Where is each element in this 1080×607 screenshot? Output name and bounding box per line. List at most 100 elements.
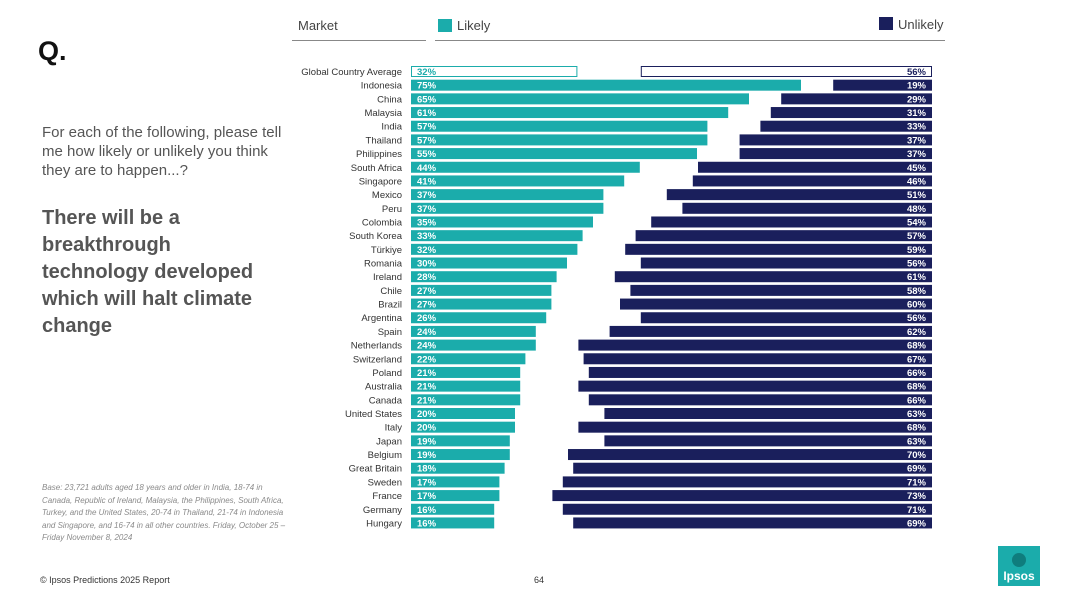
likely-bar [411, 408, 515, 419]
category-label: Australia [365, 382, 403, 393]
category-label: South Korea [349, 231, 403, 242]
likely-bar [411, 312, 547, 324]
unlikely-value-label: 63% [907, 436, 927, 447]
statement-title: There will be a breakthrough technology … [42, 207, 254, 337]
likely-value-label: 33% [417, 231, 437, 242]
unlikely-bar [651, 216, 932, 228]
category-label: United States [345, 409, 402, 420]
unlikely-bar [739, 148, 932, 160]
header-divider-market [292, 40, 426, 41]
category-label: Sweden [368, 477, 402, 488]
unlikely-value-label: 51% [907, 190, 927, 201]
likely-bar [411, 120, 708, 132]
category-label: Malaysia [365, 108, 403, 119]
likely-bar [411, 148, 697, 160]
unlikely-bar [562, 476, 932, 488]
likely-bar [411, 394, 521, 406]
unlikely-value-label: 19% [907, 81, 927, 92]
likely-value-label: 28% [417, 272, 437, 283]
likely-value-label: 44% [417, 163, 437, 174]
likely-bar [411, 79, 801, 91]
likely-value-label: 75% [417, 81, 437, 92]
unlikely-value-label: 61% [907, 272, 927, 283]
logo-text: Ipsos [1003, 569, 1035, 583]
likely-value-label: 35% [417, 217, 437, 228]
category-label: Poland [372, 368, 402, 379]
likely-bar [411, 503, 495, 515]
unlikely-bar [692, 175, 932, 187]
category-label: China [377, 94, 403, 105]
likely-value-label: 32% [417, 245, 437, 256]
likely-value-label: 18% [417, 464, 437, 475]
unlikely-value-label: 33% [907, 122, 927, 133]
unlikely-value-label: 66% [907, 395, 927, 406]
category-label: Germany [363, 505, 402, 516]
likely-bar [411, 380, 521, 392]
category-label: Chile [380, 286, 402, 297]
category-label: Philippines [356, 149, 402, 160]
unlikely-value-label: 70% [907, 450, 927, 461]
likely-value-label: 20% [417, 423, 437, 434]
unlikely-bar [562, 503, 932, 515]
unlikely-bar [578, 380, 932, 392]
likely-bar [411, 284, 552, 296]
unlikely-value-label: 37% [907, 135, 927, 146]
unlikely-bar [781, 93, 932, 105]
unlikely-value-label: 54% [907, 217, 927, 228]
category-label: Türkiye [371, 245, 402, 256]
unlikely-bar [666, 189, 932, 201]
unlikely-value-label: 46% [907, 176, 927, 187]
likely-bar [411, 134, 708, 146]
unlikely-bar [614, 271, 932, 283]
likely-bar [411, 216, 593, 228]
unlikely-value-label: 67% [907, 354, 927, 365]
unlikely-value-label: 45% [907, 163, 927, 174]
unlikely-bar [578, 421, 932, 433]
likely-bar [411, 476, 500, 488]
likely-value-label: 61% [417, 108, 437, 119]
unlikely-bar [739, 134, 932, 146]
unlikely-bar [640, 312, 932, 324]
question-marker: Q. [38, 36, 67, 66]
likely-bar [411, 93, 749, 105]
logo-mark-icon [1012, 553, 1026, 567]
likely-value-label: 16% [417, 518, 437, 529]
unlikely-value-label: 69% [907, 464, 927, 475]
category-label: Belgium [368, 450, 402, 461]
likely-bar [411, 107, 729, 119]
category-label: Singapore [359, 176, 402, 187]
likely-value-label: 30% [417, 259, 437, 270]
likely-bar [411, 449, 510, 461]
category-label: Thailand [366, 135, 402, 146]
likely-value-label: 27% [417, 286, 437, 297]
footer-copyright: © Ipsos Predictions 2025 Report [40, 575, 170, 585]
legend-unlikely-label: Unlikely [898, 17, 944, 32]
category-label: Spain [378, 327, 402, 338]
unlikely-value-label: 58% [907, 286, 927, 297]
category-label: Japan [376, 436, 402, 447]
category-label: Hungary [366, 518, 402, 529]
unlikely-value-label: 48% [907, 204, 927, 215]
unlikely-bar [604, 408, 932, 419]
unlikely-bar [620, 298, 932, 310]
likely-bar [411, 325, 536, 337]
likely-bar [411, 517, 495, 529]
likely-value-label: 37% [417, 204, 437, 215]
unlikely-bar [583, 353, 932, 365]
unlikely-value-label: 56% [907, 259, 927, 270]
unlikely-value-label: 71% [907, 505, 927, 516]
unlikely-value-label: 69% [907, 518, 927, 529]
likely-bar [411, 462, 505, 474]
unlikely-bar [588, 394, 932, 406]
page-number: 64 [534, 575, 545, 585]
likely-bar [411, 353, 526, 365]
likely-value-label: 55% [417, 149, 437, 160]
unlikely-value-label: 66% [907, 368, 927, 379]
likely-value-label: 20% [417, 409, 437, 420]
base-note: Base: 23,721 adults aged 18 years and ol… [42, 483, 286, 542]
unlikely-bar [604, 435, 932, 447]
unlikely-value-label: 68% [907, 382, 927, 393]
unlikely-bar [640, 257, 932, 269]
category-label: Mexico [372, 190, 402, 201]
likely-value-label: 26% [417, 313, 437, 324]
